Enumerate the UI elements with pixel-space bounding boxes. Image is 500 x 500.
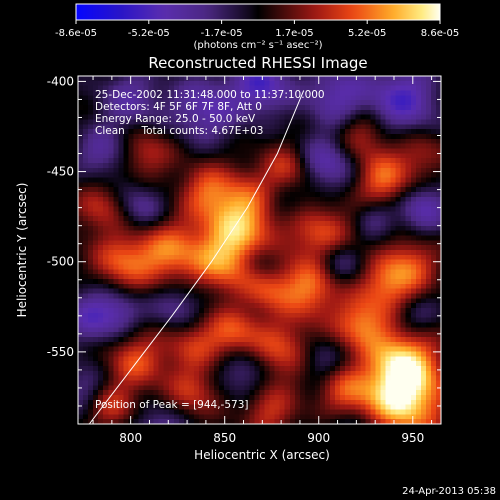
annotation-energy: Energy Range: 25.0 - 50.0 keV bbox=[95, 113, 256, 125]
annotation-time: 25-Dec-2002 11:31:48.000 to 11:37:10.000 bbox=[95, 89, 325, 101]
plot-frame bbox=[77, 75, 442, 425]
y-tick-label: -500 bbox=[47, 255, 74, 269]
x-axis-label: Heliocentric X (arcsec) bbox=[194, 448, 330, 462]
colorbar-ticks: -8.6e-05 -5.2e-05 -1.7e-05 1.7e-05 5.2e-05 8.… bbox=[55, 20, 459, 39]
y-tick-label: -450 bbox=[47, 165, 74, 179]
x-tick-label: 950 bbox=[401, 431, 424, 445]
colorbar-tick-label: 1.7e-05 bbox=[275, 28, 313, 39]
x-tick-label: 800 bbox=[119, 431, 142, 445]
colorbar-tick-label: -5.2e-05 bbox=[128, 28, 170, 39]
solar-limb-curve bbox=[88, 90, 305, 424]
chart-title: Reconstructed RHESSI Image bbox=[148, 54, 367, 72]
colorbar-units: (photons cm⁻² s⁻¹ asec⁻²) bbox=[193, 40, 322, 51]
colorbar-tick-label: 8.6e-05 bbox=[421, 28, 459, 39]
footer-timestamp: 24-Apr-2013 05:38 bbox=[402, 486, 496, 497]
colorbar-tick-label: -1.7e-05 bbox=[201, 28, 243, 39]
colorbar-tick-label: -8.6e-05 bbox=[55, 28, 97, 39]
y-axis-ticks: -400 -450 -500 -550 bbox=[47, 74, 441, 425]
y-tick-label: -400 bbox=[47, 74, 74, 88]
x-axis-ticks: 800 850 900 950 bbox=[92, 76, 433, 445]
y-tick-label: -550 bbox=[47, 345, 74, 359]
y-axis-label: Heliocentric Y (arcsec) bbox=[15, 183, 29, 318]
x-tick-label: 900 bbox=[307, 431, 330, 445]
annotation-counts: Clean Total counts: 4.67E+03 bbox=[95, 125, 264, 137]
x-tick-label: 850 bbox=[213, 431, 236, 445]
colorbar bbox=[75, 3, 441, 21]
heatmap-image bbox=[78, 76, 441, 424]
annotation-detectors: Detectors: 4F 5F 6F 7F 8F, Att 0 bbox=[95, 101, 262, 113]
peak-position-label: Position of Peak = [944,-573] bbox=[95, 399, 249, 411]
colorbar-tick-label: 5.2e-05 bbox=[348, 28, 386, 39]
